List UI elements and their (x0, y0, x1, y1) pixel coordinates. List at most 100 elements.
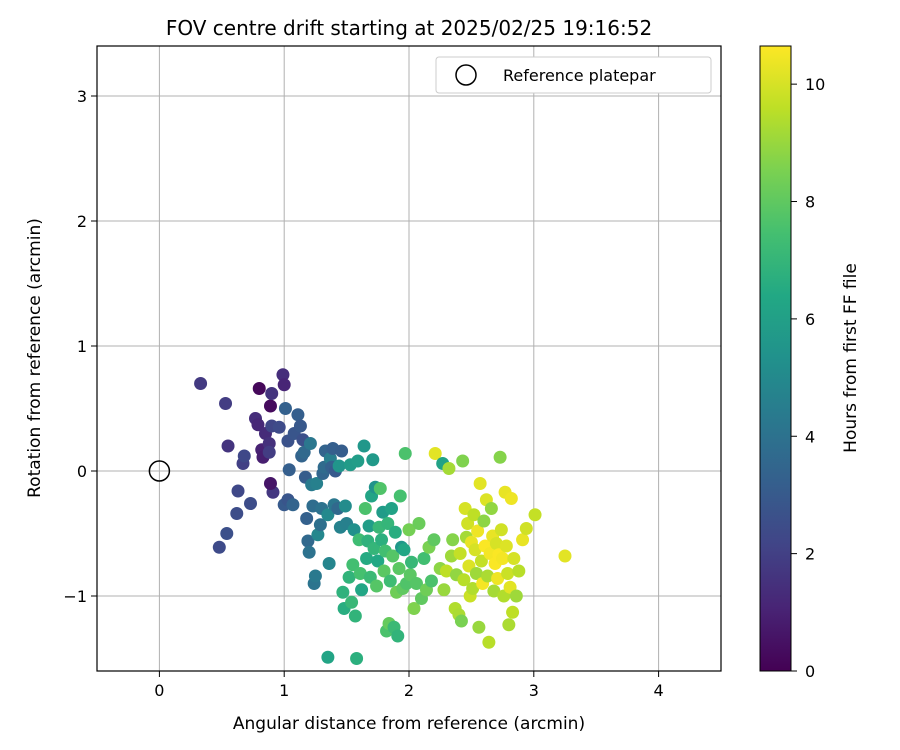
data-point (453, 547, 467, 560)
data-point (489, 537, 503, 550)
data-point (272, 420, 286, 434)
data-point (347, 523, 361, 537)
data-point (371, 554, 385, 568)
data-point (428, 447, 442, 460)
data-point (311, 528, 325, 542)
data-point (265, 387, 279, 400)
x-tick-label: 3 (529, 681, 539, 700)
data-points (194, 368, 572, 665)
data-point (219, 397, 233, 410)
legend-box (435, 56, 712, 94)
data-point (437, 583, 451, 597)
data-point (308, 569, 322, 583)
data-point (493, 450, 507, 464)
data-point (342, 570, 356, 584)
x-tick-label: 4 (654, 681, 664, 700)
data-point (404, 555, 418, 569)
colorbar-tick-label: 8 (805, 193, 815, 212)
data-point (506, 605, 520, 619)
data-point (293, 419, 307, 433)
data-point (360, 552, 374, 565)
data-point (310, 477, 324, 490)
data-point (398, 447, 412, 460)
data-point (370, 579, 384, 593)
data-point (220, 527, 234, 540)
data-point (386, 549, 400, 563)
data-point (516, 533, 530, 547)
data-point (277, 378, 291, 392)
x-axis-label: Angular distance from reference (arcmin) (233, 714, 585, 734)
data-point (499, 539, 513, 553)
data-point (377, 564, 391, 578)
y-axis-ticks: −1 0 1 2 3 (63, 87, 97, 606)
data-point (282, 463, 296, 477)
data-point (397, 543, 411, 557)
y-axis-label: Rotation from reference (arcmin) (25, 218, 45, 498)
data-point (355, 583, 369, 597)
data-point (446, 533, 460, 547)
data-point (278, 402, 292, 415)
x-tick-label: 1 (279, 681, 289, 700)
data-point (402, 523, 416, 537)
data-point (367, 542, 381, 555)
data-point (302, 545, 316, 559)
data-point (424, 574, 438, 588)
data-point (262, 445, 276, 459)
data-point (346, 558, 360, 572)
data-point (345, 595, 359, 609)
data-point (286, 498, 300, 512)
data-point (391, 629, 405, 643)
data-point (417, 552, 431, 565)
data-point (482, 635, 496, 649)
data-point (358, 502, 372, 515)
data-point (300, 512, 314, 525)
data-point (244, 497, 258, 510)
data-point (407, 602, 421, 615)
y-tick-label: 3 (77, 87, 87, 106)
data-point (348, 609, 362, 623)
data-point (276, 368, 290, 382)
colorbar: 0 2 4 6 8 10 Hours from first FF file (759, 45, 861, 681)
data-point (457, 573, 471, 587)
data-point (385, 502, 399, 515)
data-point (472, 620, 486, 634)
data-point (477, 514, 491, 528)
colorbar-tick-label: 6 (805, 310, 815, 329)
data-point (392, 562, 406, 575)
data-point (231, 484, 245, 498)
data-point (237, 449, 251, 463)
data-point (501, 567, 515, 580)
data-point (362, 519, 376, 533)
data-point (474, 554, 488, 568)
data-point (263, 399, 277, 413)
colorbar-gradient (759, 45, 792, 672)
data-point (252, 382, 266, 395)
data-point (494, 523, 508, 537)
data-point (393, 489, 407, 503)
y-tick-label: 0 (77, 462, 87, 481)
data-point (502, 618, 516, 632)
data-point (468, 543, 482, 557)
data-point (456, 454, 470, 468)
grid-lines (97, 46, 721, 671)
data-point (512, 564, 526, 578)
data-point (251, 418, 265, 432)
colorbar-tick-label: 2 (805, 545, 815, 564)
data-point (439, 564, 453, 578)
data-point (301, 534, 315, 548)
data-point (388, 525, 402, 539)
data-point (373, 482, 387, 495)
legend-label: Reference platepar (503, 66, 656, 85)
y-tick-label: 1 (77, 337, 87, 356)
colorbar-tick-label: 4 (805, 427, 815, 446)
data-point (484, 502, 498, 515)
data-point (507, 552, 521, 565)
data-point (212, 540, 226, 554)
data-point (263, 477, 277, 490)
data-point (335, 444, 349, 458)
data-point (519, 522, 533, 535)
data-point (221, 439, 235, 453)
data-point (412, 517, 426, 530)
legend-marker-icon (455, 64, 477, 86)
